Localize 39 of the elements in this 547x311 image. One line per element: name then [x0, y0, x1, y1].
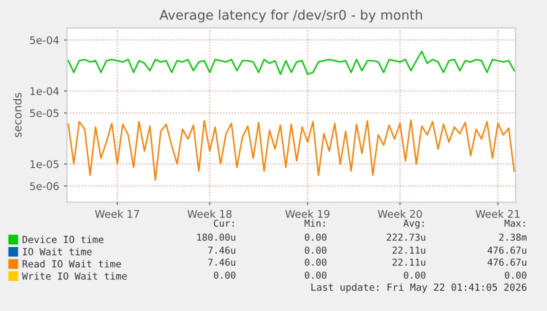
x-tick-label: Week 21 — [476, 210, 520, 218]
x-tick-label: Week 19 — [285, 210, 330, 218]
y-axis-title: seconds — [13, 92, 22, 138]
y-tick-label: 5e-06 — [30, 182, 59, 190]
text: 7.46u — [208, 258, 236, 266]
chart-title: Average latency for /dev/sr0 - by month — [160, 10, 422, 22]
legend-label: Write IO Wait time — [22, 272, 127, 280]
text: 180.00u — [197, 234, 236, 241]
text: 0.00 — [304, 258, 326, 266]
text: Cur: — [214, 220, 234, 227]
text: Last update: Fri May 22 01:41:05 2026 — [311, 283, 526, 293]
text: Avg: — [403, 220, 424, 229]
text: 0.00 — [214, 272, 236, 279]
line-series — [68, 50, 515, 75]
text: 22.11u — [392, 246, 426, 254]
text: 222.73u — [386, 234, 426, 241]
text: 0.00 — [304, 234, 326, 241]
text: 0.00 — [304, 272, 326, 279]
text: Min: — [304, 219, 325, 227]
y-tick-label: 5e-04 — [30, 36, 59, 44]
y-tick-label: 1e-04 — [30, 87, 59, 96]
line-series — [68, 119, 515, 181]
x-tick-label: Week 18 — [188, 210, 232, 218]
text: 476.67u — [488, 246, 526, 254]
legend-label: Read IO Wait time — [22, 260, 121, 268]
text: 22.11u — [392, 258, 426, 266]
text: 0.00 — [304, 246, 326, 254]
y-tick-label: 5e-05 — [30, 109, 58, 118]
text: 2.38m — [499, 234, 527, 241]
text: Max: — [504, 220, 525, 227]
x-tick-label: Week 20 — [378, 210, 422, 218]
text: 0.00 — [504, 272, 526, 279]
legend-label: IO Wait time — [22, 248, 92, 256]
legend-label: Device IO time — [22, 236, 104, 244]
y-tick-label: 1e-05 — [30, 160, 58, 168]
text: 0.00 — [404, 272, 426, 279]
x-tick-label: Week 17 — [95, 210, 139, 218]
text: 476.67u — [488, 258, 526, 266]
text: 7.46u — [208, 246, 236, 254]
